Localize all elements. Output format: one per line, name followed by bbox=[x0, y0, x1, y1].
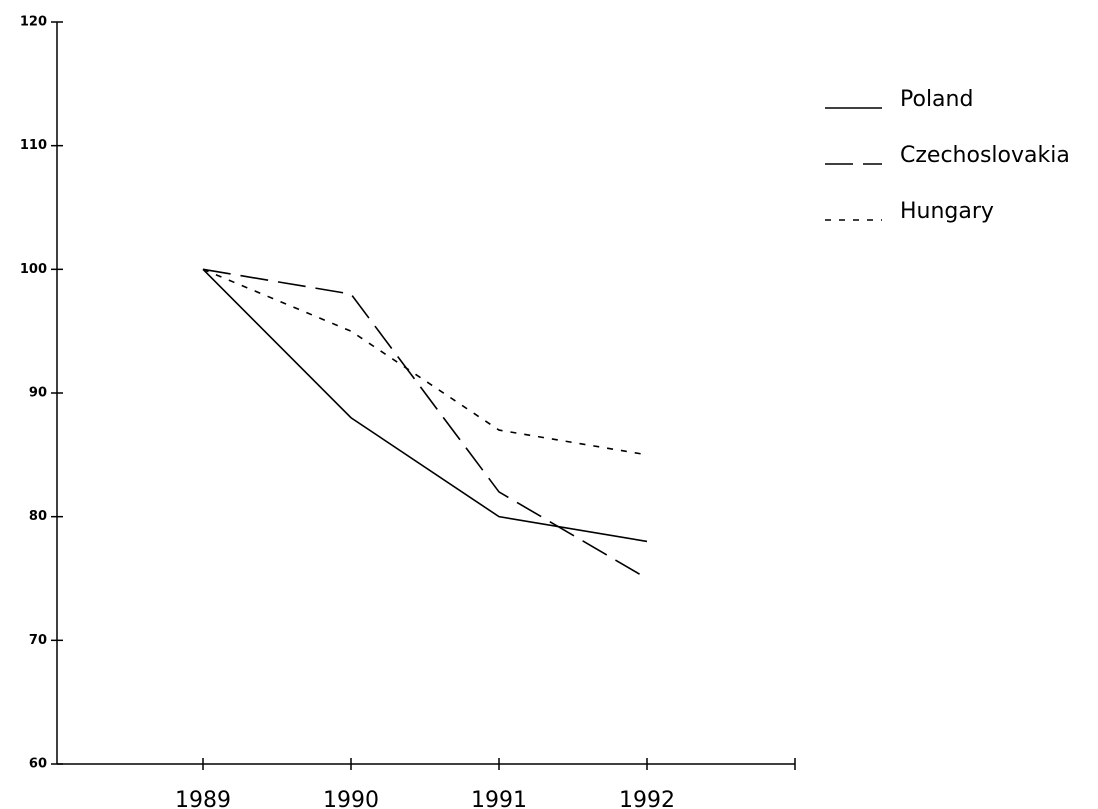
series-line bbox=[202, 268, 648, 456]
y-tick-label: 110 bbox=[20, 138, 47, 153]
y-tick-label: 70 bbox=[29, 633, 47, 648]
y-tick-label: 100 bbox=[20, 262, 47, 277]
series-line bbox=[202, 268, 648, 543]
x-tick-label: 1990 bbox=[323, 788, 379, 809]
y-tick-label: 90 bbox=[29, 386, 47, 401]
legend-label: Czechoslovakia bbox=[900, 143, 1070, 168]
y-tick-label: 60 bbox=[29, 757, 47, 772]
x-tick-label: 1992 bbox=[619, 788, 675, 809]
series-line bbox=[202, 268, 648, 580]
legend-label: Hungary bbox=[900, 199, 994, 224]
legend-label: Poland bbox=[900, 87, 973, 112]
y-tick-label: 120 bbox=[20, 15, 47, 30]
x-tick-label: 1991 bbox=[471, 788, 527, 809]
x-tick-label: 1989 bbox=[175, 788, 231, 809]
y-tick-label: 80 bbox=[29, 509, 47, 524]
